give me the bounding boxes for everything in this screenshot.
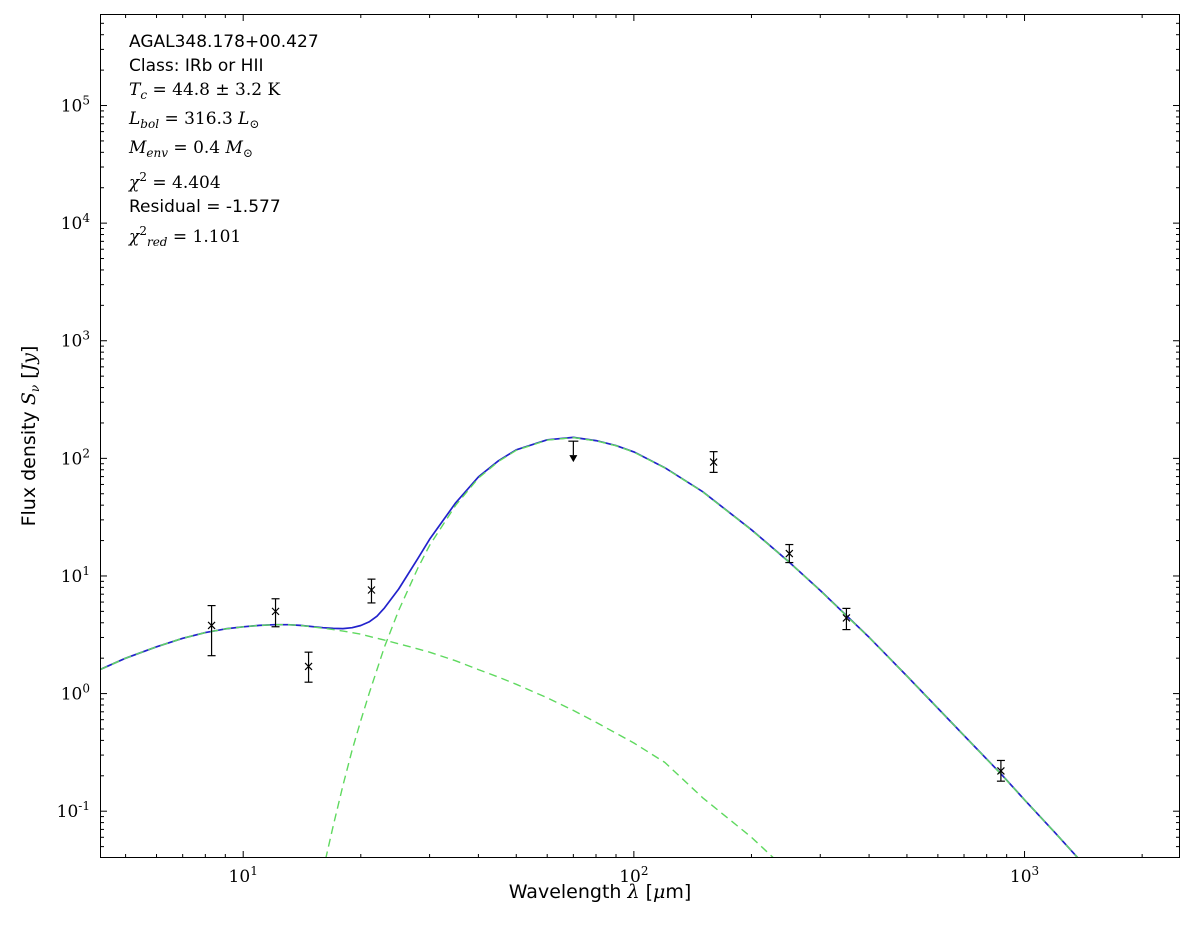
x-tick-label: 103 — [1010, 864, 1039, 887]
annotation-line-8: χ2red = 1.101 — [129, 219, 319, 254]
label-segment: m] — [665, 881, 692, 903]
x-marker — [996, 766, 1005, 775]
upper-limit-arrowhead — [569, 455, 578, 463]
label-segment: = 4.404 — [146, 173, 221, 193]
label-segment: S — [18, 392, 40, 406]
label-segment: ν — [28, 384, 42, 393]
y-axis-label: Flux density Sν [Jy] — [18, 346, 42, 527]
label-segment: = 0.4 — [168, 138, 226, 158]
annotation-line-7: Residual = -1.577 — [129, 195, 319, 219]
label-segment: env — [146, 146, 169, 160]
label-segment: μ — [652, 881, 666, 903]
annotation-line-3: Tc = 44.8 ± 3.2 K — [129, 78, 319, 107]
data-point — [207, 604, 216, 657]
label-segment: Class: IRb or HII — [129, 56, 264, 76]
label-segment: = 1.101 — [167, 227, 242, 247]
x-marker — [207, 621, 216, 630]
x-marker — [785, 549, 794, 558]
label-segment: χ — [129, 227, 140, 247]
label-segment: 2 — [139, 224, 147, 238]
label-segment: Wavelength — [508, 881, 628, 903]
data-point — [996, 759, 1005, 782]
label-segment: M — [129, 138, 147, 158]
annotation-line-2: Class: IRb or HII — [129, 54, 319, 78]
x-marker — [709, 458, 718, 466]
label-segment: χ — [129, 173, 140, 193]
label-segment: c — [140, 88, 148, 102]
label-segment: ] — [18, 345, 40, 354]
label-segment: L — [238, 109, 250, 129]
label-segment: M — [225, 138, 243, 158]
data-point — [367, 578, 376, 604]
x-marker — [367, 586, 376, 594]
label-segment: red — [146, 235, 168, 249]
data-point — [271, 598, 280, 628]
label-segment: T — [129, 80, 141, 100]
y-tick-label: 10-1 — [57, 799, 90, 822]
fit-parameters-annotation: AGAL348.178+00.427 Class: IRb or HII Tc = … — [129, 30, 319, 254]
y-tick-label: 105 — [61, 94, 90, 117]
label-segment: bol — [140, 117, 160, 131]
label-segment: = 44.8 ± 3.2 K — [147, 80, 281, 100]
annotation-line-1: AGAL348.178+00.427 — [129, 30, 319, 54]
annotation-line-4: Lbol = 316.3 L⊙ — [129, 107, 319, 136]
axes-frame — [100, 14, 1180, 858]
x-tick-label: 101 — [229, 864, 258, 887]
label-segment: [ — [18, 371, 40, 385]
x-axis-label: Wavelength λ [μm] — [0, 881, 1200, 903]
hot-component-curve — [100, 624, 775, 858]
model-curves — [100, 436, 1080, 858]
x-marker — [842, 613, 851, 622]
tick-labels: 101 102 103 10-1 100 101 102 103 104 105 — [57, 94, 1040, 887]
label-segment: Jy — [18, 353, 40, 372]
y-tick-label: 104 — [61, 211, 91, 234]
label-segment: ⊙ — [242, 146, 254, 160]
x-marker — [271, 607, 280, 616]
y-tick-label: 103 — [61, 329, 90, 352]
label-segment: L — [129, 109, 141, 129]
label-segment: = 316.3 — [159, 109, 239, 129]
annotation-line-6: χ2 = 4.404 — [129, 165, 319, 195]
cold-component-curve — [325, 436, 1079, 858]
data-point — [709, 451, 718, 473]
annotation-line-5: Menv = 0.4 M⊙ — [129, 136, 319, 165]
data-point — [785, 543, 794, 564]
y-tick-label: 100 — [61, 682, 90, 705]
label-segment: ⊙ — [249, 117, 260, 131]
x-marker — [304, 662, 313, 671]
x-tick-label: 102 — [619, 864, 648, 887]
y-tick-label: 101 — [61, 564, 90, 587]
label-segment: λ — [627, 881, 640, 903]
label-segment: Residual = -1.577 — [129, 197, 281, 217]
label-segment: [ — [639, 881, 653, 903]
data-point — [304, 651, 313, 683]
data-point — [568, 440, 579, 463]
label-segment: AGAL348.178+00.427 — [129, 32, 319, 52]
y-tick-label: 102 — [61, 446, 90, 469]
total-model-curve — [100, 436, 1080, 858]
label-segment: Flux density — [18, 405, 40, 527]
label-segment: 2 — [139, 170, 147, 184]
data-point — [842, 607, 851, 631]
photometry-points — [207, 440, 1005, 782]
